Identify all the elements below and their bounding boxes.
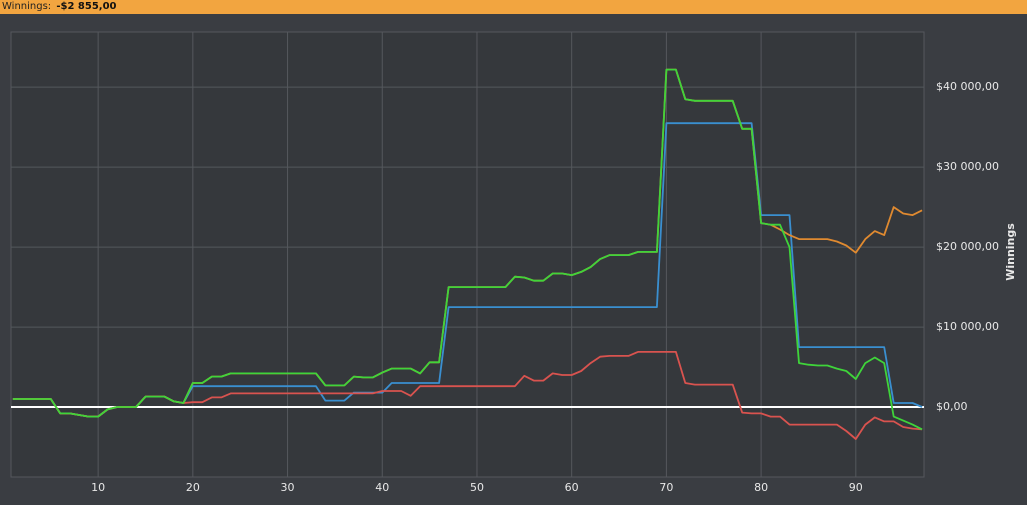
y-axis-label: Winnings [1004,223,1017,281]
header-value: -$2 855,00 [56,1,117,12]
x-tick-label: 80 [754,481,768,494]
y-tick-label: $30 000,00 [936,160,999,173]
x-tick-label: 90 [849,481,863,494]
y-tick-label: $10 000,00 [936,320,999,333]
series-line [12,68,923,431]
y-tick-label: $20 000,00 [936,240,999,253]
header-label: Winnings: [2,1,52,12]
x-tick-label: 60 [565,481,579,494]
x-tick-label: 10 [91,481,105,494]
x-tick-label: 70 [659,481,673,494]
plot-area [10,31,925,478]
x-tick-label: 50 [470,481,484,494]
x-tick-label: 30 [281,481,295,494]
y-tick-label: $0,00 [936,400,968,413]
header-bar: Winnings: -$2 855,00 [0,0,1027,14]
y-tick-label: $40 000,00 [936,80,999,93]
chart: Winnings 10 20 30 40 50 60 70 80 90 $0,00 $10 000,… [10,31,1017,494]
x-tick-label: 40 [375,481,389,494]
x-tick-label: 20 [186,481,200,494]
